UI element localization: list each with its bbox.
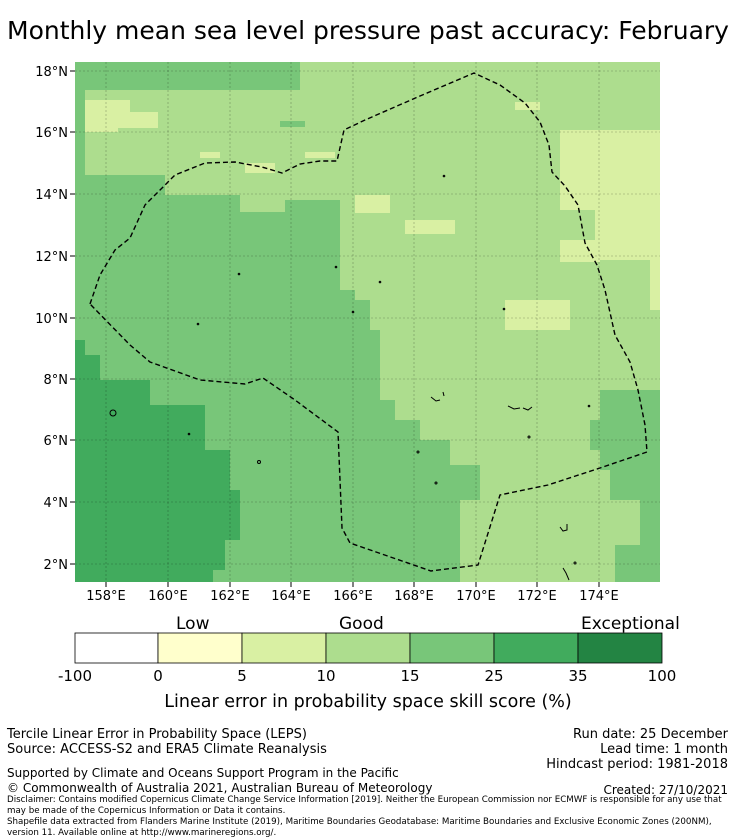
lat-label: 10°N [35,312,68,327]
colorbar-tick: 15 [400,667,420,685]
lon-label: 170°E [456,589,496,604]
lat-label: 14°N [35,188,68,203]
created-date: Created: 27/10/2021 [603,783,728,797]
eez-boundary [89,72,648,572]
lat-label: 4°N [44,496,69,511]
lon-label: 158°E [86,589,126,604]
colorbar-label: Linear error in probability space skill … [164,692,572,712]
disclaimer-block: Disclaimer: Contains modified Copernicus… [7,795,732,839]
lon-label: 174°E [579,589,619,604]
colorbar-tick: 10 [316,667,336,685]
lat-label: 8°N [44,373,69,388]
level-label-low: Low [176,614,210,634]
hindcast-period: Hindcast period: 1981-2018 [546,757,728,772]
colorbar-tick: 35 [568,667,588,685]
lon-label: 166°E [333,589,373,604]
colorbar-tick: 25 [484,667,504,685]
source-text: Source: ACCESS-S2 and ERA5 Climate Reana… [7,742,327,757]
colorbar [74,632,663,664]
colorbar-tick: 5 [237,667,247,685]
lead-time: Lead time: 1 month [600,742,728,757]
colorbar-segment [241,632,327,664]
copyright-text: © Commonwealth of Australia 2021, Austra… [7,781,433,795]
grid-lines [75,62,660,582]
colorbar-segment [157,632,243,664]
level-label-good: Good [339,614,384,634]
colorbar-segment [74,632,159,664]
colorbar-segment [577,632,663,664]
lat-label: 12°N [35,250,68,265]
lat-label: 6°N [44,434,69,449]
islands [109,174,591,581]
disclaimer-text: Disclaimer: Contains modified Copernicus… [7,795,722,816]
colorbar-tick: 100 [647,667,677,685]
colorbar-segment [325,632,411,664]
lon-ticks [105,582,600,587]
colorbar-tick: 0 [153,667,163,685]
shapefile-text: Shapefile data extracted from Flanders M… [7,817,712,838]
level-label-exceptional: Exceptional [581,614,680,634]
support-text: Supported by Climate and Oceans Support … [7,766,399,780]
lon-label: 172°E [517,589,557,604]
run-date: Run date: 25 December [573,727,728,742]
lon-label: 168°E [394,589,434,604]
lon-label: 164°E [271,589,311,604]
skill-field [75,62,660,582]
method-text: Tercile Linear Error in Probability Spac… [7,727,307,742]
lat-label: 16°N [35,126,68,141]
colorbar-tick: -100 [57,667,93,685]
colorbar-segment [409,632,495,664]
lat-label: 2°N [44,558,69,573]
lat-ticks [70,70,75,565]
colorbar-segment [493,632,579,664]
lon-label: 162°E [210,589,250,604]
lat-label: 18°N [35,65,68,80]
lon-label: 160°E [148,589,188,604]
map-title: Monthly mean sea level pressure past acc… [7,16,729,45]
